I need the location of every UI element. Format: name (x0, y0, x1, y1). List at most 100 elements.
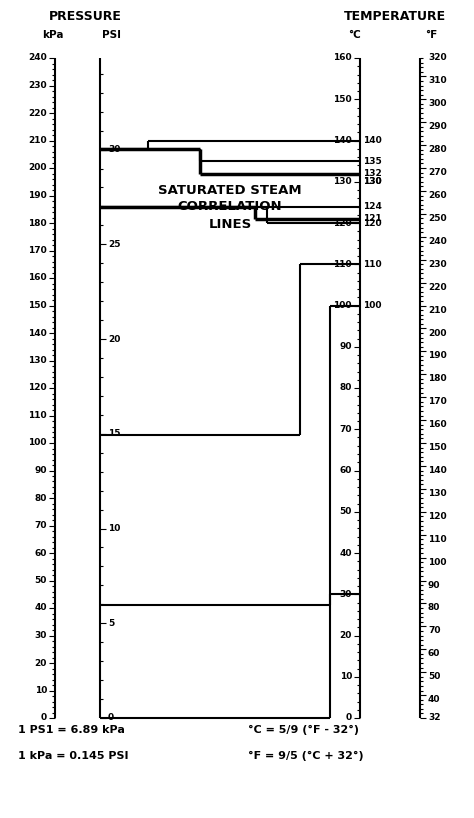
Text: 100: 100 (363, 301, 382, 310)
Text: 250: 250 (428, 214, 447, 223)
Text: 124: 124 (363, 202, 382, 211)
Text: 240: 240 (28, 53, 47, 62)
Text: 230: 230 (428, 260, 447, 269)
Text: 280: 280 (428, 145, 447, 154)
Text: 210: 210 (28, 136, 47, 145)
Text: 0: 0 (346, 713, 352, 722)
Text: 5: 5 (108, 618, 114, 627)
Text: 80: 80 (35, 493, 47, 502)
Text: 150: 150 (28, 301, 47, 310)
Text: 270: 270 (428, 168, 447, 177)
Text: 121: 121 (363, 214, 382, 223)
Text: 110: 110 (428, 535, 447, 544)
Text: 160: 160 (428, 420, 447, 429)
Text: 290: 290 (428, 122, 447, 131)
Text: PRESSURE: PRESSURE (49, 10, 122, 23)
Text: °F = 9/5 (°C + 32°): °F = 9/5 (°C + 32°) (248, 751, 364, 761)
Text: 30: 30 (340, 590, 352, 599)
Text: 20: 20 (108, 335, 120, 344)
Text: 240: 240 (428, 237, 447, 246)
Text: 0: 0 (41, 713, 47, 722)
Text: 135: 135 (363, 156, 382, 165)
Text: 90: 90 (428, 581, 440, 590)
Text: 100: 100 (428, 558, 447, 567)
Text: 40: 40 (339, 549, 352, 558)
Text: 25: 25 (108, 240, 120, 249)
Text: 180: 180 (428, 375, 447, 384)
Text: 310: 310 (428, 76, 447, 85)
Text: 150: 150 (333, 95, 352, 104)
Text: 100: 100 (28, 438, 47, 447)
Text: PSI: PSI (102, 30, 121, 40)
Text: 0: 0 (108, 713, 114, 722)
Text: 10: 10 (340, 672, 352, 681)
Text: 210: 210 (428, 306, 447, 315)
Text: 130: 130 (333, 178, 352, 187)
Text: 190: 190 (28, 191, 47, 200)
Text: 30: 30 (108, 145, 120, 154)
Text: 90: 90 (35, 466, 47, 475)
Text: 190: 190 (428, 352, 447, 361)
Text: 60: 60 (340, 466, 352, 475)
Text: 1 kPa = 0.145 PSI: 1 kPa = 0.145 PSI (18, 751, 128, 761)
Text: 10: 10 (108, 524, 120, 533)
Text: 200: 200 (428, 329, 447, 338)
Text: °C: °C (348, 30, 361, 40)
Text: 60: 60 (35, 549, 47, 558)
Text: 170: 170 (28, 246, 47, 255)
Text: 40: 40 (35, 604, 47, 613)
Text: 140: 140 (428, 466, 447, 475)
Text: 70: 70 (35, 521, 47, 530)
Text: 60: 60 (428, 649, 440, 658)
Text: CORRELATION: CORRELATION (178, 200, 283, 213)
Text: 20: 20 (340, 631, 352, 640)
Text: 130: 130 (28, 356, 47, 365)
Text: 140: 140 (363, 136, 382, 145)
Text: 40: 40 (428, 695, 440, 704)
Text: SATURATED STEAM: SATURATED STEAM (158, 183, 302, 196)
Text: 70: 70 (428, 627, 440, 636)
Text: 90: 90 (339, 342, 352, 351)
Text: kPa: kPa (42, 30, 64, 40)
Text: 300: 300 (428, 99, 447, 108)
Text: 230: 230 (28, 81, 47, 90)
Text: 32: 32 (428, 713, 440, 722)
Text: 160: 160 (28, 273, 47, 282)
Text: 30: 30 (35, 631, 47, 640)
Text: 320: 320 (428, 53, 447, 62)
Text: LINES: LINES (209, 218, 252, 231)
Text: 170: 170 (428, 398, 447, 407)
Text: 110: 110 (333, 260, 352, 269)
Text: 160: 160 (333, 53, 352, 62)
Text: 1 PS1 = 6.89 kPa: 1 PS1 = 6.89 kPa (18, 725, 125, 735)
Text: 180: 180 (28, 218, 47, 227)
Text: 120: 120 (363, 218, 382, 227)
Text: 20: 20 (35, 658, 47, 667)
Text: 110: 110 (28, 411, 47, 420)
Text: 50: 50 (340, 507, 352, 516)
Text: 260: 260 (428, 191, 447, 200)
Text: 50: 50 (428, 672, 440, 681)
Text: 80: 80 (428, 604, 440, 613)
Text: 220: 220 (428, 283, 447, 292)
Text: 100: 100 (334, 301, 352, 310)
Text: °C = 5/9 (°F - 32°): °C = 5/9 (°F - 32°) (248, 725, 359, 735)
Text: 140: 140 (28, 329, 47, 338)
Text: 200: 200 (28, 164, 47, 173)
Text: 132: 132 (363, 169, 382, 178)
Text: 140: 140 (333, 136, 352, 145)
Text: °F: °F (425, 30, 437, 40)
Text: 50: 50 (35, 576, 47, 585)
Text: 130: 130 (363, 178, 382, 187)
Text: 120: 120 (428, 512, 447, 521)
Text: 10: 10 (35, 686, 47, 695)
Text: 120: 120 (333, 218, 352, 227)
Text: 130: 130 (363, 178, 382, 187)
Text: 220: 220 (28, 109, 47, 118)
Text: 70: 70 (339, 425, 352, 434)
Text: 150: 150 (428, 443, 447, 452)
Text: TEMPERATURE: TEMPERATURE (344, 10, 446, 23)
Text: 15: 15 (108, 429, 120, 438)
Text: 110: 110 (363, 260, 382, 269)
Text: 120: 120 (28, 384, 47, 393)
